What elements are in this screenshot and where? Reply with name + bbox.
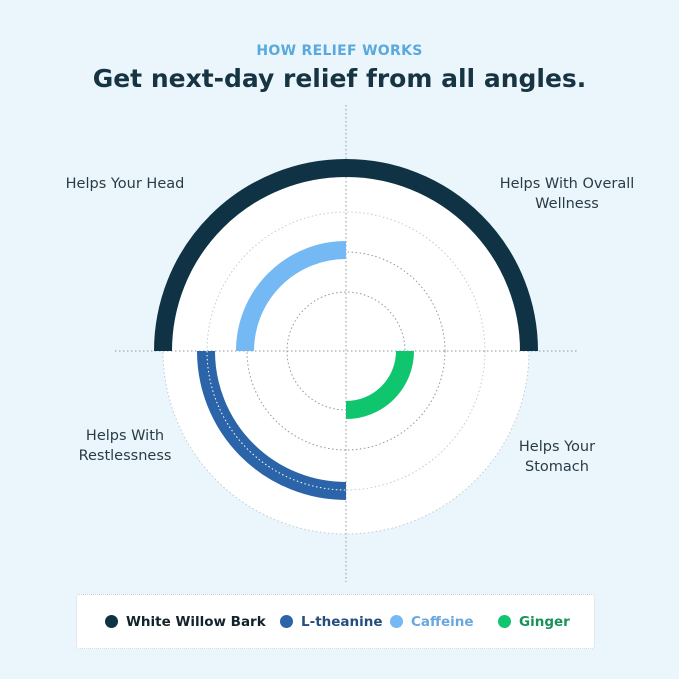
legend-item-l-theanine: L-theanine <box>280 614 383 630</box>
label-stomach: Helps Your Stomach <box>518 439 596 475</box>
arc-l-theanine <box>197 350 347 500</box>
legend-label: Ginger <box>519 613 570 630</box>
label-helps-your-head: Helps Your Head <box>65 176 185 192</box>
arc-l-theanine-dots <box>206 350 347 491</box>
grid-ring <box>246 251 446 451</box>
white-disc-bottom <box>163 351 529 534</box>
eyebrow: HOW RELIEF WORKS <box>256 43 423 59</box>
legend-item-white-willow-bark: White Willow Bark <box>105 614 266 630</box>
legend-item-ginger: Ginger <box>498 614 570 630</box>
white-willow-bark-dot-icon <box>105 615 118 628</box>
l-theanine-dot-icon <box>280 615 293 628</box>
arc-ginger <box>345 350 414 419</box>
label-restlessness: Helps With Restlessness <box>78 428 172 464</box>
arc-white-willow-bark <box>154 159 538 352</box>
label-overall-wellness: Helps With Overall Wellness <box>499 176 635 212</box>
arc-caffeine <box>236 241 347 352</box>
legend-label: Caffeine <box>411 613 474 630</box>
caffeine-dot-icon <box>390 615 403 628</box>
legend-label: L-theanine <box>301 613 383 630</box>
page-title: Get next-day relief from all angles. <box>92 64 587 93</box>
legend-item-caffeine: Caffeine <box>390 614 474 630</box>
legend-label: White Willow Bark <box>126 613 266 630</box>
legend: White Willow Bark L-theanine Caffeine Gi… <box>76 594 595 649</box>
ginger-dot-icon <box>498 615 511 628</box>
